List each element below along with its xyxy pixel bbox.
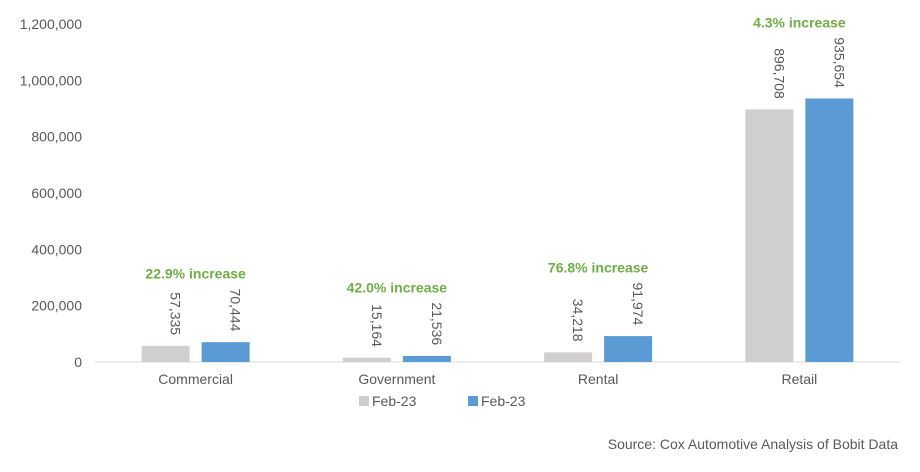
y-tick-label: 1,200,000 bbox=[20, 16, 82, 32]
bar-series-2 bbox=[402, 355, 451, 362]
increase-annotation: 76.8% increase bbox=[548, 259, 649, 275]
legend-label: Feb-23 bbox=[372, 393, 417, 409]
bar-series-2 bbox=[805, 98, 854, 362]
bar-series-1 bbox=[141, 345, 190, 362]
data-label: 15,164 bbox=[369, 304, 385, 347]
increase-annotation: 4.3% increase bbox=[753, 14, 846, 30]
data-label: 21,536 bbox=[429, 302, 445, 345]
y-tick-label: 600,000 bbox=[31, 185, 82, 201]
data-label: 57,335 bbox=[168, 292, 184, 335]
data-label: 34,218 bbox=[570, 299, 586, 342]
y-tick-label: 400,000 bbox=[31, 241, 82, 257]
source-note: Source: Cox Automotive Analysis of Bobit… bbox=[607, 436, 898, 452]
y-tick-label: 1,000,000 bbox=[20, 72, 82, 88]
category-label: Government bbox=[358, 371, 435, 387]
data-label: 935,654 bbox=[831, 37, 847, 88]
legend-label: Feb-23 bbox=[481, 393, 526, 409]
category-label: Retail bbox=[781, 371, 817, 387]
category-label: Rental bbox=[578, 371, 618, 387]
y-tick-label: 800,000 bbox=[31, 129, 82, 145]
y-tick-label: 200,000 bbox=[31, 298, 82, 314]
category-label: Commercial bbox=[158, 371, 233, 387]
y-tick-label: 0 bbox=[74, 354, 82, 370]
increase-annotation: 42.0% increase bbox=[347, 279, 448, 295]
data-label: 91,974 bbox=[630, 282, 646, 325]
bar-series-1 bbox=[745, 109, 794, 362]
bar-series-1 bbox=[544, 352, 593, 362]
bar-series-2 bbox=[604, 336, 653, 362]
increase-annotation: 22.9% increase bbox=[145, 266, 246, 282]
bar-series-2 bbox=[201, 342, 250, 362]
data-label: 70,444 bbox=[228, 289, 244, 332]
bar-series-1 bbox=[342, 357, 391, 362]
legend-swatch bbox=[359, 396, 369, 406]
data-label: 896,708 bbox=[771, 48, 787, 99]
legend-swatch bbox=[468, 396, 478, 406]
